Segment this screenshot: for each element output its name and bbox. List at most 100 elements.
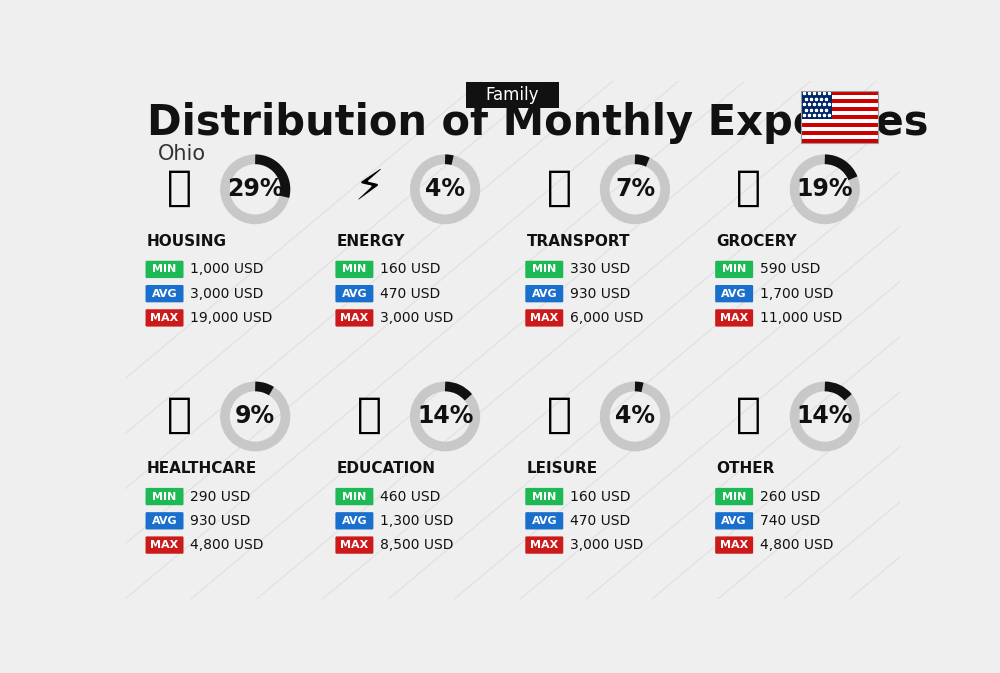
Text: AVG: AVG [531,516,557,526]
Text: 3,000 USD: 3,000 USD [190,287,263,301]
Text: MIN: MIN [722,491,746,501]
Text: AVG: AVG [152,289,177,299]
Text: HEALTHCARE: HEALTHCARE [147,461,257,476]
Text: Ohio: Ohio [158,144,206,164]
Bar [801,119,878,123]
Text: 290 USD: 290 USD [190,489,250,503]
Text: TRANSPORT: TRANSPORT [526,234,630,249]
FancyBboxPatch shape [715,260,753,278]
Text: AVG: AVG [342,289,367,299]
Text: ⚡: ⚡ [354,167,384,209]
Bar [801,135,878,139]
FancyBboxPatch shape [466,82,559,108]
FancyBboxPatch shape [525,285,563,302]
Bar [801,127,878,131]
Text: AVG: AVG [152,516,177,526]
Text: MAX: MAX [340,313,369,323]
Text: 💰: 💰 [736,394,761,436]
Text: 🏥: 🏥 [167,394,192,436]
Text: 330 USD: 330 USD [570,262,630,277]
Text: 6,000 USD: 6,000 USD [570,311,643,325]
Text: MAX: MAX [340,540,369,550]
FancyBboxPatch shape [715,285,753,302]
Text: GROCERY: GROCERY [716,234,797,249]
Text: 740 USD: 740 USD [760,513,820,528]
FancyBboxPatch shape [715,488,753,505]
Text: 4%: 4% [615,404,655,429]
Text: OTHER: OTHER [716,461,775,476]
Text: MIN: MIN [152,264,177,275]
FancyBboxPatch shape [715,310,753,326]
Text: 🚌: 🚌 [546,167,572,209]
Text: MIN: MIN [342,264,367,275]
Text: 4,800 USD: 4,800 USD [760,538,833,552]
FancyBboxPatch shape [335,512,373,530]
Text: 11,000 USD: 11,000 USD [760,311,842,325]
Bar [801,123,878,127]
Text: AVG: AVG [342,516,367,526]
Text: 🛒: 🛒 [736,167,761,209]
Text: 590 USD: 590 USD [760,262,820,277]
Bar [801,103,878,107]
Text: 19%: 19% [797,177,853,201]
Text: LEISURE: LEISURE [526,461,598,476]
Text: MAX: MAX [530,540,558,550]
Text: 7%: 7% [615,177,655,201]
Bar [801,91,878,95]
Text: 470 USD: 470 USD [570,513,630,528]
Text: MIN: MIN [152,491,177,501]
Text: 14%: 14% [797,404,853,429]
Text: EDUCATION: EDUCATION [337,461,436,476]
Bar [801,91,878,143]
Text: 4%: 4% [425,177,465,201]
FancyBboxPatch shape [525,310,563,326]
Text: 470 USD: 470 USD [380,287,440,301]
Text: 3,000 USD: 3,000 USD [570,538,643,552]
Bar [801,107,878,111]
Text: 9%: 9% [235,404,275,429]
FancyBboxPatch shape [146,285,184,302]
Bar [801,95,878,99]
FancyBboxPatch shape [335,536,373,554]
FancyBboxPatch shape [525,512,563,530]
FancyBboxPatch shape [715,536,753,554]
Text: MIN: MIN [532,264,556,275]
FancyBboxPatch shape [146,260,184,278]
Text: MAX: MAX [530,313,558,323]
FancyBboxPatch shape [146,310,184,326]
Text: 160 USD: 160 USD [380,262,440,277]
Text: 460 USD: 460 USD [380,489,440,503]
Text: AVG: AVG [721,289,747,299]
Bar [801,91,832,119]
Text: 930 USD: 930 USD [190,513,250,528]
Text: Distribution of Monthly Expenses: Distribution of Monthly Expenses [147,102,928,144]
Text: 🛍: 🛍 [546,394,572,436]
Text: AVG: AVG [531,289,557,299]
FancyBboxPatch shape [525,536,563,554]
Text: MAX: MAX [150,540,179,550]
Text: 1,000 USD: 1,000 USD [190,262,264,277]
Text: 4,800 USD: 4,800 USD [190,538,264,552]
Text: 8,500 USD: 8,500 USD [380,538,453,552]
FancyBboxPatch shape [335,260,373,278]
FancyBboxPatch shape [525,260,563,278]
Text: HOUSING: HOUSING [147,234,227,249]
Text: 14%: 14% [417,404,473,429]
FancyBboxPatch shape [335,310,373,326]
Text: MIN: MIN [532,491,556,501]
Text: 3,000 USD: 3,000 USD [380,311,453,325]
Text: MAX: MAX [720,313,748,323]
Text: MAX: MAX [150,313,179,323]
Text: 19,000 USD: 19,000 USD [190,311,272,325]
Text: Family: Family [486,86,539,104]
FancyBboxPatch shape [335,488,373,505]
Text: 160 USD: 160 USD [570,489,630,503]
Text: AVG: AVG [721,516,747,526]
Text: ENERGY: ENERGY [337,234,405,249]
Text: 1,700 USD: 1,700 USD [760,287,833,301]
FancyBboxPatch shape [146,536,184,554]
FancyBboxPatch shape [335,285,373,302]
Text: MAX: MAX [720,540,748,550]
FancyBboxPatch shape [146,512,184,530]
Text: 930 USD: 930 USD [570,287,630,301]
